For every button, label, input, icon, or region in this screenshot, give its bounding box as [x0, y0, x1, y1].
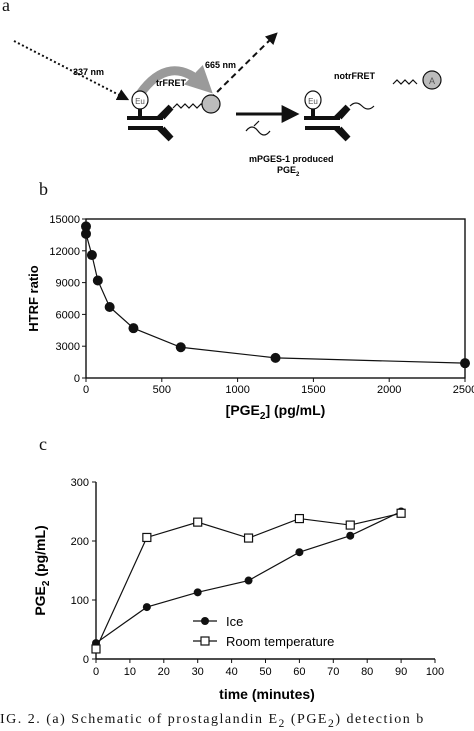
- bound-pge2: [349, 102, 375, 110]
- chart-c-xtick-label: 90: [395, 666, 407, 678]
- chart-c-point-ice: [346, 531, 355, 540]
- chart-b-xtick-label: 2000: [377, 384, 401, 396]
- chart-c-xtick-label: 50: [259, 666, 271, 678]
- chart-b-xtick-label: 0: [83, 384, 89, 396]
- chart-b-data-point: [270, 352, 281, 363]
- acceptor-left: [201, 94, 221, 114]
- chart-b-xlabel: [PGE2] (pg/mL): [226, 402, 326, 422]
- chart-b-ytick-label: 12000: [49, 246, 80, 258]
- chart-b-data-point: [81, 228, 91, 239]
- figure-caption: IG. 2. (a) Schematic of prostaglandin E2…: [0, 712, 425, 730]
- chart-c-ylabel: PGE2 (pg/mL): [32, 525, 52, 615]
- chart-c-ytick-label: 100: [71, 595, 89, 607]
- donor-europium-left: [131, 90, 149, 110]
- chart-c-legend-label: Room temperature: [226, 634, 334, 649]
- panel-c-letter: c: [39, 434, 47, 454]
- chart-c-ytick-label: 0: [83, 654, 89, 666]
- chart-c-xtick-label: 20: [158, 666, 170, 678]
- panel-b-letter: b: [39, 179, 48, 199]
- chart-b-data-point: [104, 301, 115, 312]
- chart-c-legend-marker-ice: [201, 617, 209, 625]
- chart-c-xtick-label: 40: [225, 666, 237, 678]
- chart-c-ytick-label: 200: [71, 536, 89, 548]
- donor-glyph-left: Eu: [135, 97, 145, 106]
- chart-b-data-point: [460, 358, 470, 369]
- excitation-beam: [13, 40, 130, 101]
- label-trfret: trFRET: [156, 78, 186, 88]
- chart-b-xtick-label: 1500: [301, 384, 325, 396]
- chart-b-ytick-label: 6000: [56, 309, 80, 321]
- label-notrfret: notrFRET: [334, 71, 375, 81]
- label-mpges-line1: mPGES-1 produced: [249, 154, 334, 164]
- free-pge2: [245, 120, 271, 136]
- chart-c-point-ice: [193, 588, 202, 597]
- donor-europium-right: [304, 90, 322, 110]
- chart-c-point-room: [142, 532, 152, 543]
- chart-b-frame: [85, 218, 466, 379]
- chart-c-point-room: [396, 508, 406, 518]
- chart-c-point-room: [91, 644, 101, 654]
- chart-c-legend-label: Ice: [226, 614, 243, 629]
- chart-c-point-room: [294, 513, 304, 524]
- chart-c-point-room: [243, 533, 254, 543]
- chart-c-point-ice: [142, 603, 151, 612]
- chart-c-point-ice: [295, 548, 304, 557]
- chart-c-point-ice: [244, 576, 253, 585]
- chart-b-data-point: [128, 323, 139, 334]
- chart-c-xlabel: time (minutes): [219, 686, 315, 702]
- chart-c-xtick-label: 70: [327, 666, 339, 678]
- chart-b-ytick-label: 3000: [56, 341, 80, 353]
- chart-c-xtick-label: 80: [361, 666, 373, 678]
- donor-glyph-right: Eu: [308, 97, 318, 106]
- chart-b-data-point: [175, 342, 186, 353]
- chart-b-ytick-label: 0: [74, 373, 80, 385]
- emission-beam: [209, 32, 278, 100]
- chart-b-data-point: [86, 250, 97, 261]
- chart-b-xtick-label: 1000: [225, 384, 249, 396]
- acceptor-right: [422, 70, 442, 90]
- chart-c-point-room: [345, 520, 355, 530]
- chart-c-legend-marker-room: [200, 636, 210, 646]
- tracer-chain-left: [172, 103, 206, 109]
- chart-b-ytick-label: 9000: [56, 278, 80, 290]
- chart-c-xtick-label: 0: [93, 666, 99, 678]
- chart-c-xtick-label: 100: [426, 666, 444, 678]
- chart-c-point-room: [193, 517, 203, 527]
- chart-c-xtick-label: 60: [293, 666, 305, 678]
- label-mpges-line2: PGE2: [277, 165, 300, 178]
- label-665nm: 665 nm: [205, 60, 236, 70]
- acceptor-glyph-right: A: [429, 76, 435, 86]
- chart-b-data-point: [92, 275, 103, 286]
- chart-b-xtick-label: 500: [153, 384, 171, 396]
- chart-b-ylabel: HTRF ratio: [26, 265, 41, 332]
- panel-a-schematic: Eu Eu A 337 nm 665 nm trFRET notrFRET mP…: [13, 32, 442, 178]
- label-337nm: 337 nm: [73, 67, 104, 77]
- tracer-chain-right: [392, 79, 418, 85]
- chart-c-xtick-label: 10: [124, 666, 136, 678]
- chart-b-data-point: [81, 221, 91, 232]
- chart-c-ytick-label: 300: [71, 477, 89, 489]
- chart-c-xtick-label: 30: [192, 666, 204, 678]
- panel-a-letter: a: [2, 0, 10, 15]
- fret-arrow: [136, 65, 213, 97]
- chart-b-ytick-label: 15000: [49, 214, 80, 226]
